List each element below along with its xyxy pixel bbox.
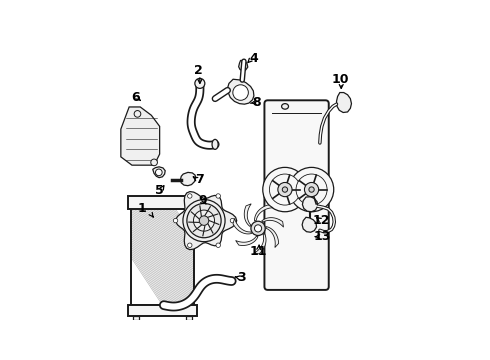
Circle shape [188, 194, 192, 198]
Polygon shape [153, 167, 165, 177]
Circle shape [216, 243, 220, 247]
Polygon shape [236, 236, 258, 246]
Polygon shape [180, 172, 196, 186]
Text: 10: 10 [331, 73, 348, 86]
Polygon shape [262, 218, 284, 227]
Circle shape [278, 183, 292, 197]
Circle shape [134, 111, 141, 117]
Text: 12: 12 [313, 214, 331, 227]
Circle shape [309, 187, 314, 192]
Polygon shape [254, 205, 273, 221]
Text: 13: 13 [313, 230, 330, 243]
Polygon shape [253, 234, 266, 254]
Text: 1: 1 [137, 202, 146, 215]
Circle shape [296, 174, 327, 205]
Text: 9: 9 [198, 194, 207, 207]
Bar [133, 316, 140, 320]
Text: 2: 2 [194, 64, 203, 77]
Circle shape [199, 216, 209, 225]
FancyBboxPatch shape [128, 305, 197, 316]
Bar [130, 208, 195, 305]
Text: 11: 11 [249, 244, 267, 258]
Text: 4: 4 [249, 52, 258, 65]
Circle shape [216, 194, 220, 198]
Circle shape [173, 219, 178, 223]
Polygon shape [244, 204, 251, 226]
Text: 6: 6 [131, 91, 140, 104]
Circle shape [188, 243, 192, 247]
Circle shape [282, 187, 288, 192]
Circle shape [194, 210, 215, 231]
Polygon shape [121, 107, 160, 165]
Circle shape [233, 85, 248, 100]
Circle shape [290, 167, 334, 212]
Polygon shape [227, 79, 254, 104]
Polygon shape [233, 219, 252, 234]
Circle shape [155, 169, 162, 176]
Polygon shape [176, 192, 237, 249]
Ellipse shape [282, 104, 289, 109]
Polygon shape [302, 217, 317, 232]
Polygon shape [337, 93, 351, 112]
Polygon shape [266, 226, 279, 248]
Polygon shape [239, 60, 248, 71]
Text: 7: 7 [195, 172, 203, 185]
FancyBboxPatch shape [128, 195, 197, 209]
Bar [186, 316, 192, 320]
Circle shape [251, 221, 265, 235]
Text: 8: 8 [252, 96, 261, 109]
Text: 3: 3 [237, 271, 246, 284]
Circle shape [263, 167, 307, 212]
Circle shape [195, 78, 205, 89]
Circle shape [151, 159, 157, 166]
Circle shape [254, 225, 262, 232]
Circle shape [187, 203, 221, 238]
FancyBboxPatch shape [265, 100, 329, 290]
Ellipse shape [212, 139, 218, 149]
Circle shape [230, 219, 235, 223]
Circle shape [270, 174, 300, 205]
Text: 5: 5 [155, 184, 164, 197]
Circle shape [304, 183, 319, 197]
Polygon shape [302, 197, 318, 212]
